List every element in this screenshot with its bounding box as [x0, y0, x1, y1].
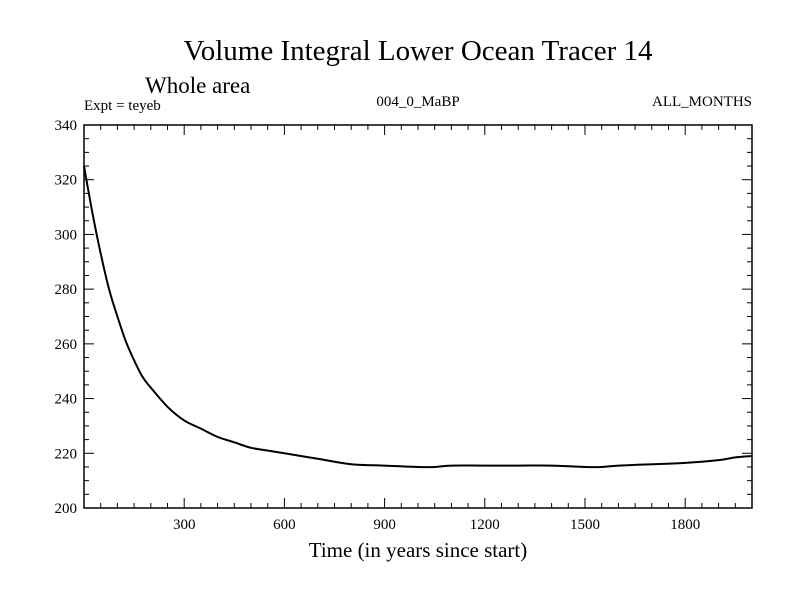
x-tick-label: 900 [373, 517, 396, 533]
expt-label: Expt = teyeb [84, 98, 161, 114]
x-tick-label: 300 [173, 517, 196, 533]
months-label: ALL_MONTHS [652, 94, 752, 110]
plot-frame [83, 124, 753, 509]
y-tick-label: 200 [55, 501, 78, 517]
series-line [83, 165, 753, 469]
y-tick-label: 340 [55, 118, 78, 134]
run-label: 004_0_MaBP [376, 94, 459, 110]
y-tick-label: 320 [55, 173, 78, 189]
y-tick-label: 280 [55, 282, 78, 298]
y-tick-label: 240 [55, 392, 78, 408]
y-tick-label: 300 [55, 227, 78, 243]
x-tick-label: 1200 [470, 517, 500, 533]
y-tick-label: 220 [55, 446, 78, 462]
x-axis-label: Time (in years since start) [309, 538, 528, 562]
y-axis: 200 220 240 260 280 300 320 340 [55, 118, 752, 517]
x-tick-label: 1500 [570, 517, 600, 533]
chart-subtitle: Whole area [145, 73, 250, 98]
y-tick-label: 260 [55, 337, 78, 353]
x-tick-label: 1800 [670, 517, 700, 533]
x-tick-label: 600 [273, 517, 296, 533]
x-axis: 300 600 900 1200 1500 1800 [100, 125, 736, 533]
chart-title: Volume Integral Lower Ocean Tracer 14 [184, 35, 653, 67]
